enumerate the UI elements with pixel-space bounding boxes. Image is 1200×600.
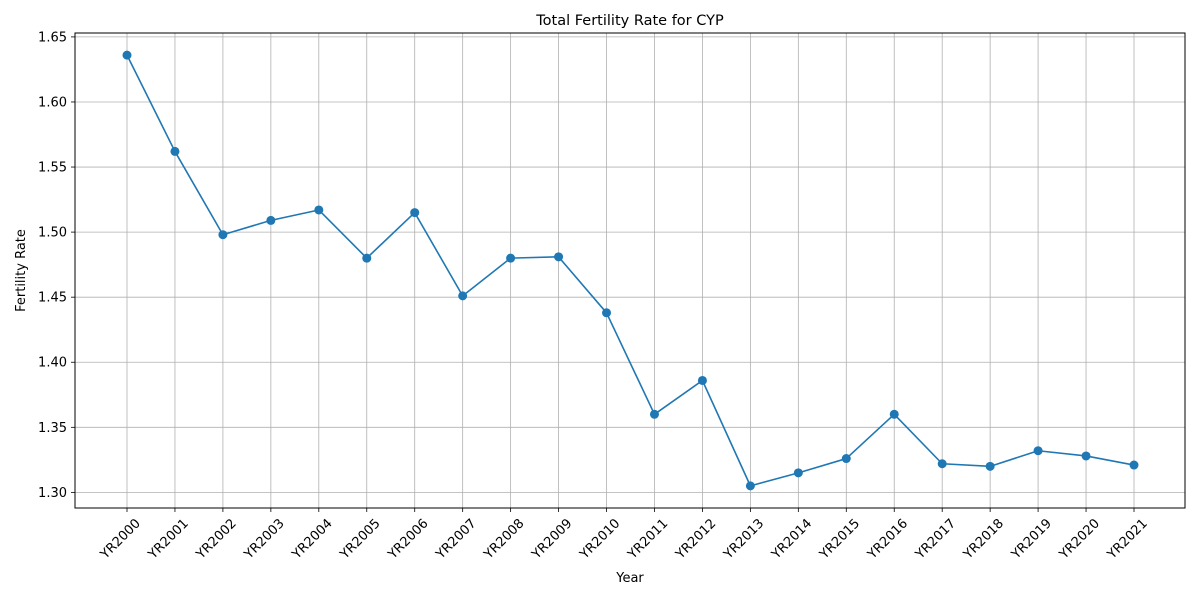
data-point — [745, 481, 755, 491]
data-point — [506, 253, 516, 263]
y-tick-label: 1.65 — [38, 30, 67, 45]
y-tick-label: 1.30 — [38, 486, 67, 501]
data-point — [841, 454, 851, 464]
chart-title: Total Fertility Rate for CYP — [535, 13, 724, 29]
data-point — [1033, 446, 1043, 456]
data-point — [602, 308, 612, 318]
data-point — [1129, 460, 1139, 470]
y-tick-label: 1.45 — [38, 291, 67, 306]
data-point — [410, 208, 420, 218]
data-point — [554, 252, 564, 262]
data-point — [218, 230, 228, 240]
y-tick-label: 1.55 — [38, 161, 67, 176]
y-tick-label: 1.35 — [38, 421, 67, 436]
data-point — [985, 461, 995, 471]
y-axis-title: Fertility Rate — [14, 229, 29, 312]
data-point — [697, 375, 707, 385]
data-point — [889, 409, 899, 419]
data-point — [266, 215, 276, 225]
data-point — [314, 205, 324, 215]
data-point — [1081, 451, 1091, 461]
data-point — [649, 409, 659, 419]
y-tick-label: 1.50 — [38, 226, 67, 241]
data-point — [362, 253, 372, 263]
data-point — [170, 146, 180, 156]
data-point — [937, 459, 947, 469]
series — [122, 50, 1139, 491]
plot-area-frame — [74, 32, 1186, 509]
y-tick-label: 1.60 — [38, 95, 67, 110]
series-line — [126, 54, 1135, 487]
data-point — [458, 291, 468, 301]
y-tick-label: 1.40 — [38, 356, 67, 371]
data-point — [793, 468, 803, 478]
x-axis-title: Year — [615, 571, 644, 586]
data-point — [122, 50, 132, 60]
